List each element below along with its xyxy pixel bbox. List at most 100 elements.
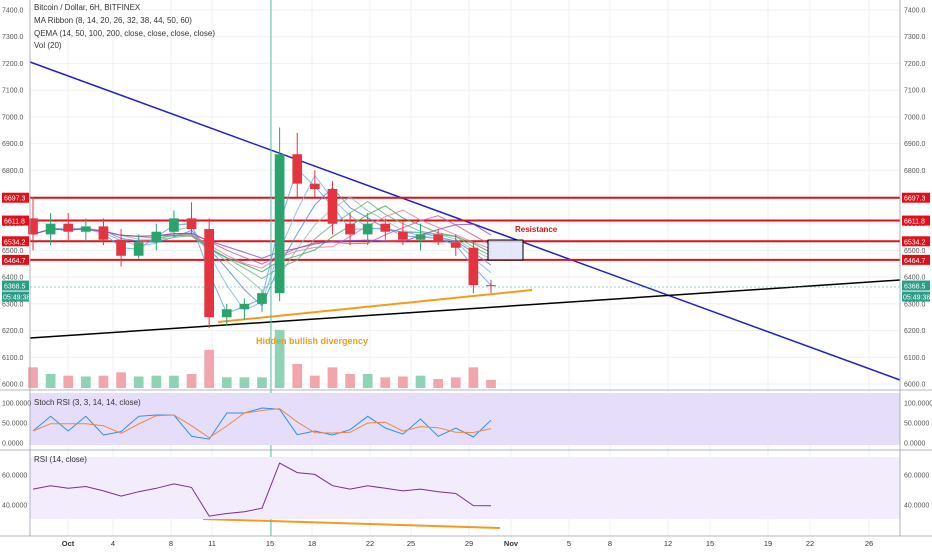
level-badge-left [2,254,29,265]
stoch-tick-right: 0.0000 [904,441,926,448]
volume-bar [63,375,74,388]
date-tick-label: 5 [567,539,571,548]
candle-body [257,293,267,304]
level-badge-left [2,215,29,226]
candle-body [415,234,426,240]
date-tick-label: 8 [608,539,612,548]
candle-body [221,309,232,318]
volume-bar [362,374,373,388]
level-badge-right [902,236,930,247]
candle-body [486,285,496,287]
candle-body [345,223,355,235]
stoch-tick-left: 100.0000 [2,401,31,408]
price-tick-right: 7000.0 [904,114,926,121]
volume-bar [327,367,338,388]
resistance-label: Resistance [515,225,558,234]
price-tick-right: 6200.0 [904,328,926,335]
date-tick-label: 4 [111,539,115,548]
price-tick-left: 6400.0 [2,275,24,282]
volume-bar [292,364,303,388]
candles [28,127,496,328]
volume-bar [380,377,391,388]
price-tick-right: 6900.0 [904,141,926,148]
level-badge-right-text: 6464.7 [904,258,926,265]
candle-body [450,242,461,248]
price-divergence-line[interactable] [217,289,533,323]
candle-body [186,218,197,230]
price-tick-left: 6300.0 [2,301,24,308]
time-axis: Oct 4 8 11 15 18 22 25 29 Nov 5 8 12 15 19 22 26 [62,539,873,548]
date-tick-label: 15 [266,539,274,548]
countdown-badge-left [2,291,29,302]
price-tick-left: 7000.0 [2,114,24,121]
candle-body [81,226,91,232]
volume-bar [28,367,38,388]
ma-ribbon-line [32,223,492,259]
candle-body [133,242,144,256]
stoch-tick-left: 50.0000 [2,421,27,428]
price-tick-right: 6800.0 [904,168,926,175]
stoch-d-line [32,408,492,439]
price-tick-right: 6400.0 [904,275,926,282]
price-tick-left: 6200.0 [2,328,24,335]
volume-bar [239,377,250,388]
price-badge-left [2,280,29,291]
level-badge-left-text: 6464.7 [4,258,26,265]
volume-bar [151,375,162,388]
countdown-badge-left-text: 05:49:38 [3,295,30,302]
price-tick-left: 6900.0 [2,141,24,148]
level-badge-right-text: 6697.3 [904,196,926,203]
candle-body [380,223,391,232]
volume-bar [433,379,443,388]
volume-bar [81,376,91,388]
volume-bar [468,367,479,388]
candle-body [45,223,56,235]
price-badge-left-text: 6368.5 [4,284,26,291]
volume-bar [415,375,426,388]
volume-bar [169,375,179,388]
volume-bar [274,329,285,388]
candle-body [292,154,303,184]
candle-body [327,188,338,224]
level-badge-left-text: 6534.2 [4,239,26,246]
candle-body [433,234,443,243]
price-tick-right: 7400.0 [904,8,926,15]
price-tick-left: 6000.0 [2,382,24,389]
date-tick-label: 18 [308,539,316,548]
volume-bar [221,377,232,388]
candle-body [151,231,162,243]
volume-bar [116,372,126,388]
rsi-divergence-line[interactable] [202,518,501,529]
price-tick-right: 7300.0 [904,34,926,41]
level-badge-right [902,254,930,265]
price-tick-right: 6500.0 [904,248,926,255]
volume-bar [398,376,408,388]
rsi-label: RSI (14, close) [34,455,87,464]
rsi-tick-right: 40.0000 [904,503,929,510]
candle-body [204,229,214,318]
stoch-rsi-band [30,393,900,445]
volume-bar [98,375,109,388]
candle-body [98,226,109,240]
indicator-qema: QEMA (14, 50, 100, 200, close, close, cl… [34,29,215,38]
price-tick-right: 6000.0 [904,382,926,389]
stoch-rsi-lines [32,407,492,440]
indicator-ma-ribbon: MA Ribbon (8, 14, 20, 26, 32, 38, 44, 50… [34,16,192,25]
level-badge-right [902,192,930,203]
resistance-box[interactable] [487,239,524,261]
rsi-tick-left: 40.0000 [2,503,27,510]
volume-bar [450,377,461,388]
stoch-tick-right: 100.0000 [904,401,932,408]
level-badge-left [2,236,29,247]
candle-body [28,218,38,235]
countdown-badge-right [902,291,930,302]
price-tick-left: 7100.0 [2,88,24,95]
price-tick-left: 6100.0 [2,355,24,362]
candle-body [239,303,250,310]
rsi-band [30,457,900,519]
date-tick-label: Nov [504,539,519,548]
price-tick-left: 6800.0 [2,168,24,175]
level-badge-right [902,215,930,226]
ascending-support-line[interactable] [29,279,901,339]
